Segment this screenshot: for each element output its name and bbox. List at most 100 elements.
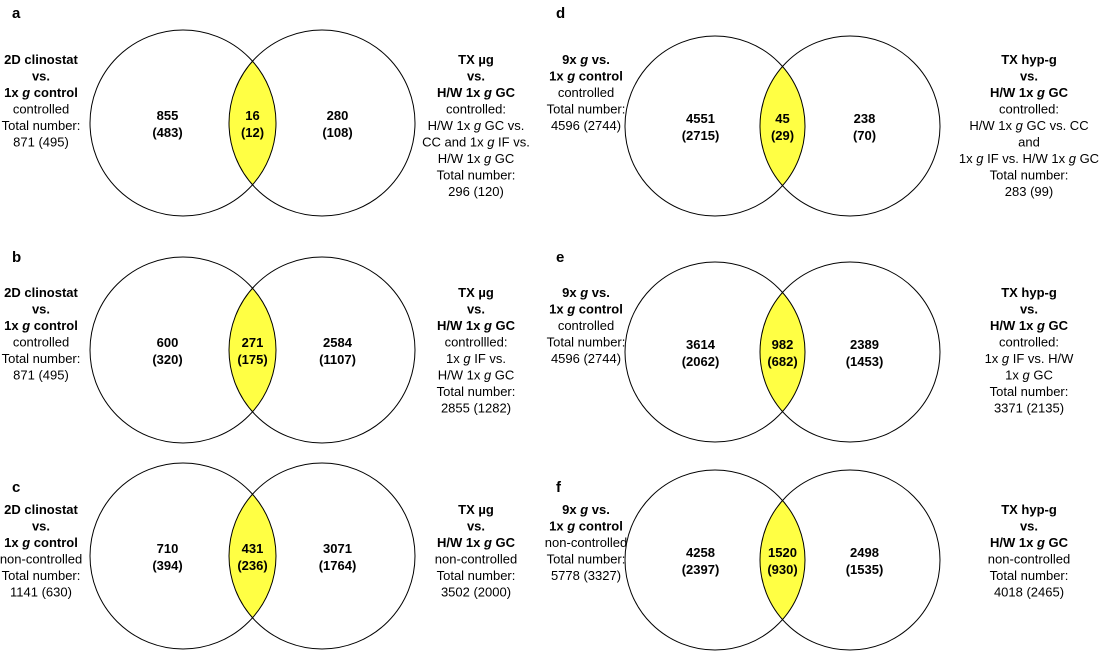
left-set-label-line: Total number: (2, 351, 81, 366)
left-set-label-line: Total number: (2, 118, 81, 133)
left-only-count: 3614 (2062) (682, 337, 720, 369)
right-set-label-line: TX µg (458, 52, 494, 67)
left-set-label-segment: 2D clinostat (4, 52, 78, 67)
right-set-label-line: 2855 (1282) (441, 401, 511, 416)
right-set-label-segment: vs. (467, 69, 485, 84)
overlap-count-line: 431 (242, 541, 264, 556)
left-only-count-line: 600 (157, 335, 179, 350)
right-set-label-segment: g (1002, 351, 1010, 366)
right-set-label-segment: GC (491, 151, 514, 166)
right-set-label-line: H/W 1x g GC (437, 535, 516, 550)
left-set-label-line: 2D clinostat (4, 52, 78, 67)
right-set-label-line: Total number: (437, 384, 516, 399)
left-set-label-line: 1141 (630) (10, 585, 72, 600)
left-set-label-line: Total number: (547, 552, 626, 567)
right-set-label-segment: H/W 1x (437, 535, 484, 550)
right-only-count: 2584 (1107) (319, 335, 356, 367)
left-set-label-segment: 1x (4, 318, 22, 333)
right-set-label-segment: GC (1045, 85, 1069, 100)
right-only-count-line: (108) (322, 125, 352, 140)
right-set-label-segment: H/W 1x (437, 318, 484, 333)
right-set-label-segment: g (474, 118, 482, 133)
left-set-label-segment: g (579, 285, 588, 300)
right-set-label-segment: controlled: (999, 335, 1059, 350)
right-set-label-segment: Total number: (990, 384, 1069, 399)
overlap-region (229, 288, 276, 412)
right-set-label-line: controlled: (999, 102, 1059, 117)
left-only-count-line: 4258 (686, 545, 715, 560)
panel-letter: f (556, 479, 562, 496)
left-only-count-line: 855 (157, 108, 179, 123)
right-set-label-line: vs. (467, 302, 485, 317)
right-set-label-line: 1x g IF vs. (446, 351, 506, 366)
overlap-count: 982 (682) (767, 337, 797, 369)
left-only-count: 600 (320) (152, 335, 182, 367)
overlap-count-line: 271 (242, 335, 264, 350)
right-set-label-segment: TX µg (458, 502, 494, 517)
right-set-label-line: Total number: (990, 384, 1069, 399)
left-set-label-segment: g (579, 502, 588, 517)
left-set-label-segment: 871 (495) (13, 368, 69, 383)
right-set-label-segment: controlled: (446, 102, 506, 117)
left-set-label-line: 1x g control (4, 318, 78, 333)
right-set-label-segment: CC and 1x (422, 135, 487, 150)
right-set-label-segment: Total number: (990, 568, 1069, 583)
right-set-label-segment: GC (492, 535, 516, 550)
right-set-label: TX hyp-g vs.H/W 1x g GC non-controlledTota… (988, 502, 1070, 600)
left-set-circle (624, 469, 806, 651)
left-set-label-segment: 2D clinostat (4, 502, 78, 517)
right-only-count-line: (70) (853, 128, 876, 143)
right-only-count: 3071 (1764) (319, 541, 357, 573)
right-set-label-segment: H/W 1x (990, 85, 1037, 100)
right-set-label-line: 1x g GC (1005, 368, 1053, 383)
right-set-label-segment: H/W 1x (437, 85, 484, 100)
overlap-count-line: (175) (237, 352, 267, 367)
overlap-count: 271 (175) (237, 335, 267, 367)
overlap-region (760, 66, 805, 186)
left-set-label-segment: control (30, 318, 78, 333)
left-set-label-segment: Total number: (2, 351, 81, 366)
right-set-label-segment: GC (492, 85, 516, 100)
right-set-label-line: controlled: (999, 335, 1059, 350)
right-set-label-line: and (1018, 135, 1040, 150)
right-set-label-line: H/W 1x g GC (437, 318, 516, 333)
left-set-label-line: 1x g control (549, 302, 623, 317)
right-set-label-line: TX hyp-g (1001, 52, 1057, 67)
left-only-count-line: (2062) (682, 354, 720, 369)
left-only-count-line: (2715) (682, 128, 720, 143)
left-set-label-line: 1x g control (549, 519, 623, 534)
right-set-label-segment: H/W 1x (990, 535, 1037, 550)
right-set-label-line: H/W 1x g GC (990, 85, 1069, 100)
right-set-label-line: TX µg (458, 285, 494, 300)
right-set-label-line: non-controlled (988, 552, 1070, 567)
right-set-label-segment: GC (1076, 151, 1099, 166)
right-set-label-line: CC and 1x g IF vs. (422, 135, 530, 150)
left-set-label-segment: 9x (562, 52, 580, 67)
left-only-count: 710 (394) (152, 541, 182, 573)
left-set-label-line: 1x g control (4, 85, 78, 100)
right-set-label-segment: TX hyp-g (1001, 502, 1057, 517)
left-set-label-segment: 1141 (630) (10, 585, 72, 600)
left-only-count-line: 3614 (686, 337, 716, 352)
panel-letter: d (556, 5, 565, 22)
left-set-label-segment: g (21, 535, 30, 550)
right-set-label-line: Total number: (437, 568, 516, 583)
right-set-label-segment: g (1016, 118, 1024, 133)
right-only-count-line: 238 (854, 111, 876, 126)
right-set-label-segment: H/W 1x (428, 118, 474, 133)
left-set-label-segment: vs. (32, 302, 50, 317)
right-set-label-segment: vs. (1020, 519, 1038, 534)
right-set-label-segment: IF vs. H/W (1009, 351, 1074, 366)
right-set-label-line: 1x g IF vs. H/W 1x g GC (959, 151, 1099, 166)
right-set-label-segment: vs. (1020, 69, 1038, 84)
right-only-count-line: (1453) (846, 354, 884, 369)
right-set-circle (228, 256, 416, 444)
right-set-label-line: 3502 (2000) (441, 585, 511, 600)
left-set-label-segment: 1x (4, 535, 22, 550)
left-set-label-segment: Total number: (547, 335, 626, 350)
right-set-label-line: H/W 1x g GC (990, 318, 1069, 333)
left-set-circle (89, 462, 277, 650)
right-set-label-segment: TX µg (458, 285, 494, 300)
